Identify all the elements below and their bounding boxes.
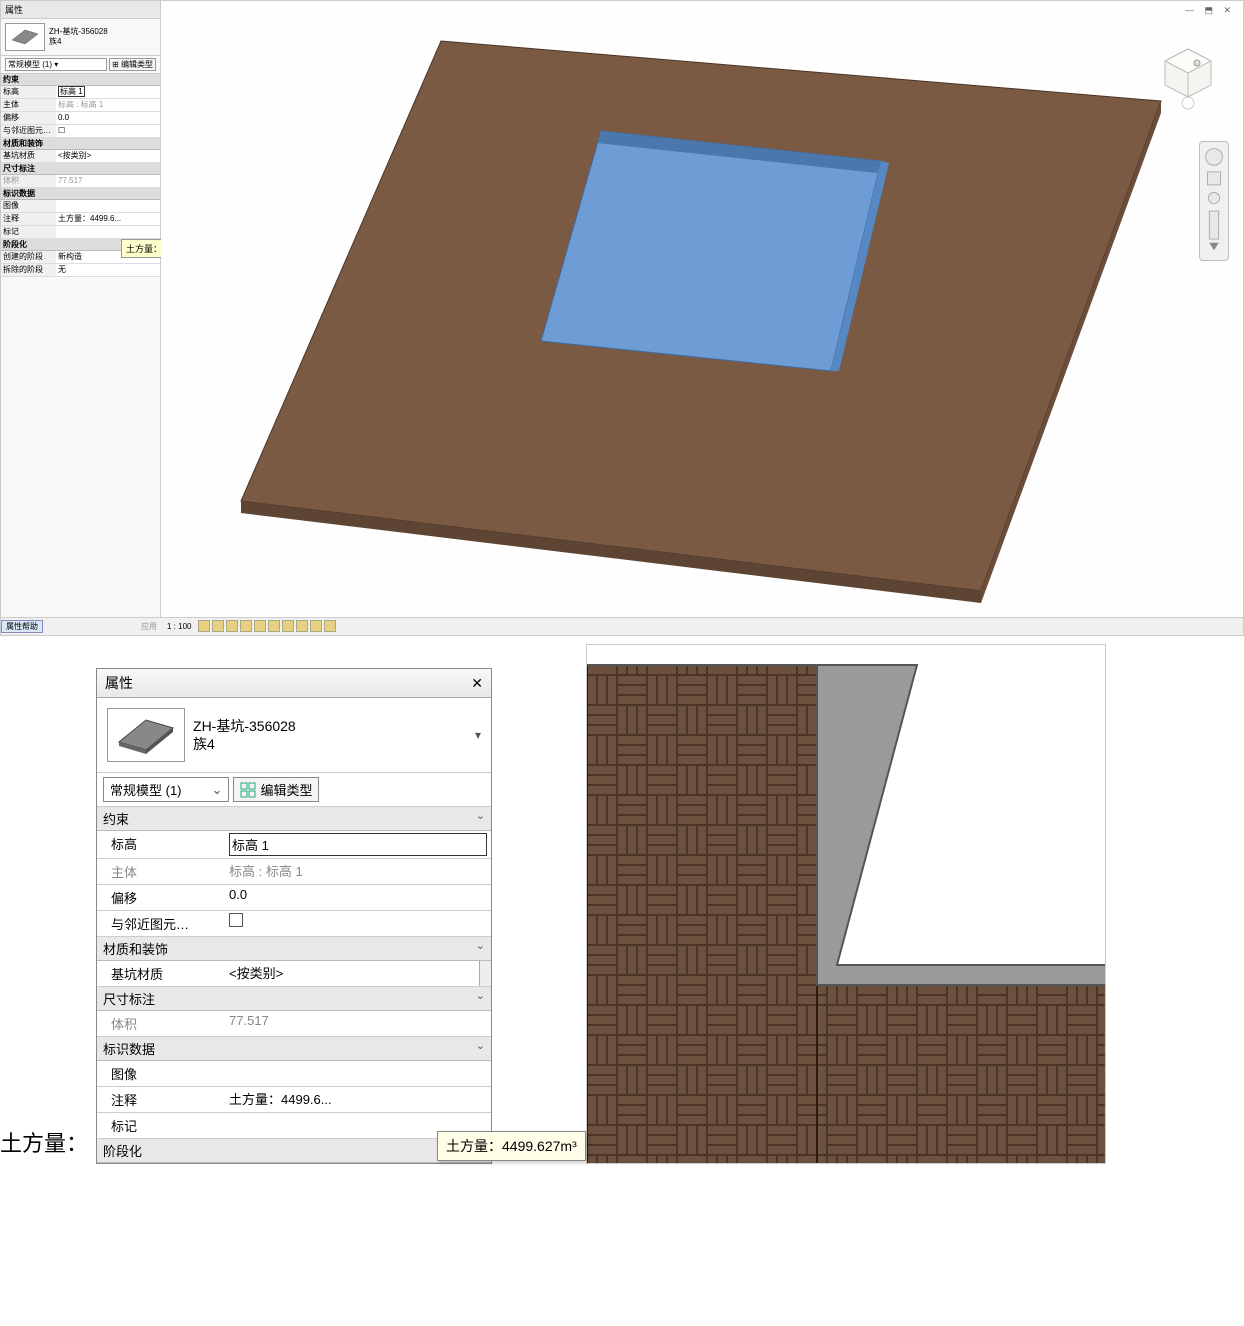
mini-properties-sidebar: 属性 ZH-基坑-356028 族4 常规模型 (1) ▾ ⊞ 编辑类型 约束 … — [1, 1, 161, 635]
label-near: 与邻近图元… — [97, 911, 225, 936]
mini-type-sub: 族4 — [49, 37, 108, 47]
earthwork-label: 土方量： — [0, 1126, 88, 1164]
viewcube-widget[interactable] — [1153, 41, 1223, 111]
earthwork-tooltip: 土方量：4499.627m³ — [437, 1131, 586, 1161]
type-sub: 族4 — [193, 735, 296, 753]
mini-section-constraint[interactable]: 约束 — [1, 74, 160, 86]
top-3d-view-panel: 属性 ZH-基坑-356028 族4 常规模型 (1) ▾ ⊞ 编辑类型 约束 … — [0, 0, 1244, 636]
mini-filter-row: 常规模型 (1) ▾ ⊞ 编辑类型 — [1, 56, 160, 74]
label-host: 主体 — [97, 859, 225, 884]
statusbar-icons[interactable] — [197, 620, 337, 634]
value-material[interactable]: <按类别> — [225, 961, 491, 986]
mini-section-mat[interactable]: 材质和装饰 — [1, 138, 160, 150]
section-identity[interactable]: 标识数据⌄ — [97, 1037, 491, 1061]
label-note: 注释 — [97, 1087, 225, 1112]
section-phase[interactable]: 阶段化⌄ — [97, 1139, 491, 1163]
label-offset: 偏移 — [97, 885, 225, 910]
label-image: 图像 — [97, 1061, 225, 1086]
value-image[interactable] — [225, 1061, 491, 1086]
value-level[interactable]: 标高 1 — [225, 831, 491, 858]
label-level: 标高 — [97, 831, 225, 858]
mini-section-dim[interactable]: 尺寸标注 — [1, 163, 160, 175]
category-filter-dropdown[interactable]: 常规模型 (1)⌄ — [103, 777, 229, 802]
label-mark: 标记 — [97, 1113, 225, 1138]
mini-edit-type-button[interactable]: ⊞ 编辑类型 — [109, 58, 156, 71]
mini-section-id[interactable]: 标识数据 — [1, 188, 160, 200]
section-view[interactable] — [586, 644, 1106, 1164]
properties-title-text: 属性 — [105, 673, 133, 693]
section-dimension[interactable]: 尺寸标注⌄ — [97, 987, 491, 1011]
mini-filter-dropdown[interactable]: 常规模型 (1) ▾ — [5, 58, 107, 71]
type-name: ZH-基坑-356028 — [193, 717, 296, 735]
properties-panel: 属性 ✕ ZH-基坑-356028 族4 ▾ 常规模型 (1)⌄ 编辑类型 — [96, 668, 492, 1164]
label-material: 基坑材质 — [97, 961, 225, 986]
type-selector[interactable]: ZH-基坑-356028 族4 ▾ — [97, 698, 491, 773]
filter-row: 常规模型 (1)⌄ 编辑类型 — [97, 773, 491, 807]
section-constraint[interactable]: 约束⌄ — [97, 807, 491, 831]
properties-titlebar: 属性 ✕ — [97, 669, 491, 698]
section-drawing — [587, 645, 1106, 1164]
mini-type-selector[interactable]: ZH-基坑-356028 族4 — [1, 19, 160, 56]
label-volume: 体积 — [97, 1011, 225, 1036]
3d-model-canvas[interactable] — [161, 1, 1241, 617]
value-volume: 77.517 — [225, 1011, 491, 1036]
chevron-down-icon[interactable]: ▾ — [475, 728, 481, 742]
viewport-statusbar: 1 : 100 — [161, 617, 1243, 635]
edit-type-button[interactable]: 编辑类型 — [233, 777, 319, 802]
close-icon[interactable]: ✕ — [471, 675, 483, 692]
value-host: 标高 : 标高 1 — [225, 859, 491, 884]
mini-props-title: 属性 — [1, 1, 160, 19]
3d-viewport[interactable]: — ⬒ ✕ — [161, 1, 1243, 635]
material-browse-button[interactable] — [479, 961, 491, 986]
value-note[interactable]: 土方量：4499.6... — [225, 1087, 491, 1112]
mini-status-tab[interactable]: 属性帮助 — [1, 620, 43, 633]
navigation-bar[interactable] — [1199, 141, 1229, 261]
section-material[interactable]: 材质和装饰⌄ — [97, 937, 491, 961]
mini-type-thumbnail — [5, 23, 45, 51]
mini-type-name: ZH-基坑-356028 — [49, 27, 108, 37]
type-thumbnail — [107, 708, 185, 762]
edit-type-icon — [240, 782, 256, 798]
value-near-checkbox[interactable] — [225, 911, 491, 936]
value-offset[interactable]: 0.0 — [225, 885, 491, 910]
